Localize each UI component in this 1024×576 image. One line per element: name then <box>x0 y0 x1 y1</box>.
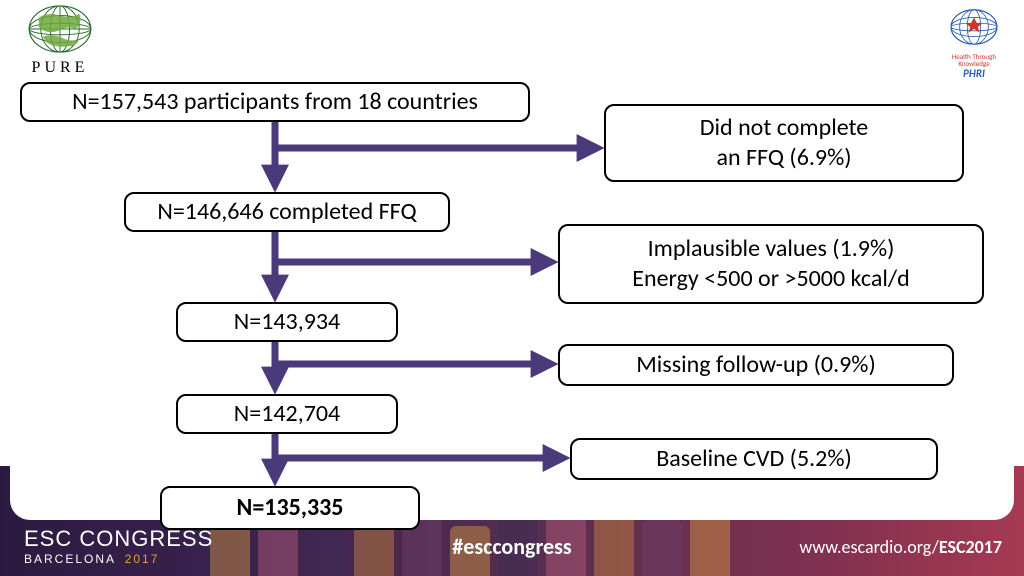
flow-node-line: Missing follow-up (0.9%) <box>636 350 875 380</box>
congress-location: BARCELONA 2017 <box>24 552 213 566</box>
flow-node-line: an FFQ (6.9%) <box>716 143 851 173</box>
flow-node-line: Energy <500 or >5000 kcal/d <box>632 264 909 294</box>
footer-shape <box>642 520 682 576</box>
pure-logo: PURE <box>20 4 100 72</box>
footer-shape <box>258 522 298 576</box>
flow-node-line: Did not complete <box>700 113 868 143</box>
flow-node-line: Implausible values (1.9%) <box>648 234 895 264</box>
flow-node-line: N=142,704 <box>234 399 340 429</box>
congress-year: 2017 <box>125 552 160 566</box>
flow-node-e4: Baseline CVD (5.2%) <box>570 438 938 480</box>
flow-node-line: Baseline CVD (5.2%) <box>656 444 852 474</box>
footer-left-text: ESC CONGRESS BARCELONA 2017 <box>24 526 213 566</box>
flow-node-n5: N=135,335 <box>160 486 420 530</box>
flow-node-n3: N=143,934 <box>176 302 398 342</box>
flow-node-e2: Implausible values (1.9%)Energy <500 or … <box>558 224 984 304</box>
flow-node-n1: N=157,543 participants from 18 countries <box>20 82 530 122</box>
phri-tagline: Health Through Knowledge <box>940 53 1008 67</box>
flow-node-line: N=157,543 participants from 18 countries <box>72 87 478 117</box>
flow-node-e3: Missing follow-up (0.9%) <box>558 344 954 386</box>
flow-node-line: N=135,335 <box>237 493 344 523</box>
flow-node-line: N=146,646 completed FFQ <box>157 197 416 227</box>
flow-node-n4: N=142,704 <box>176 394 398 434</box>
flow-node-n2: N=146,646 completed FFQ <box>124 192 450 232</box>
footer-url: www.escardio.org/ESC2017 <box>799 536 1002 558</box>
flow-node-line: N=143,934 <box>234 307 340 337</box>
phri-logo: Health Through Knowledge PHRI <box>940 4 1008 70</box>
phri-label: PHRI <box>940 67 1008 80</box>
footer-hashtag: #esccongress <box>452 533 571 560</box>
pure-label: PURE <box>20 59 100 77</box>
flow-node-e1: Did not completean FFQ (6.9%) <box>604 104 964 182</box>
